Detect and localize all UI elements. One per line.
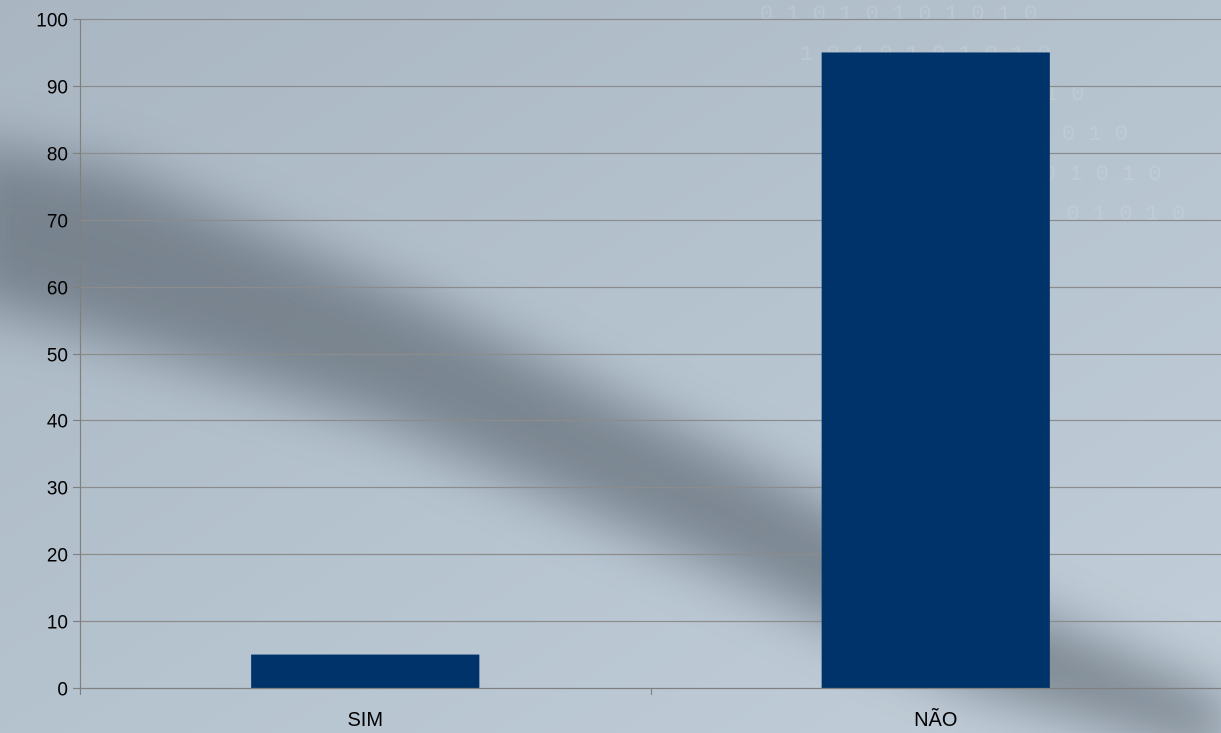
y-tick-label: 70 [47,212,68,233]
svg-text:1 0 1 0 1 0: 1 0 1 0 1 0 [1040,202,1185,227]
axes [73,18,1221,695]
y-tick-label: 40 [47,412,68,433]
y-tick-label: 90 [47,78,68,99]
y-tick-label: 80 [47,145,68,166]
y-tick-label: 0 [57,680,68,701]
y-tick-label: 50 [47,346,68,367]
y-tick-label: 30 [47,479,68,500]
y-tick-label: 20 [47,546,68,567]
svg-text:0 1 0 1 0 1 0 1 0 1 0: 0 1 0 1 0 1 0 1 0 1 0 [760,2,1037,27]
bar [251,654,480,688]
y-tick-label: 10 [47,613,68,634]
x-tick-label: NÃO [914,707,957,731]
x-tick-label: SIM [347,709,383,731]
bar [821,52,1050,688]
y-tick-label: 60 [47,279,68,300]
bars [251,52,1050,688]
axis-labels: 0 10 20 30 40 50 60 70 80 90 100 SIM NÃO [36,11,957,732]
y-tick-label: 100 [36,11,68,32]
